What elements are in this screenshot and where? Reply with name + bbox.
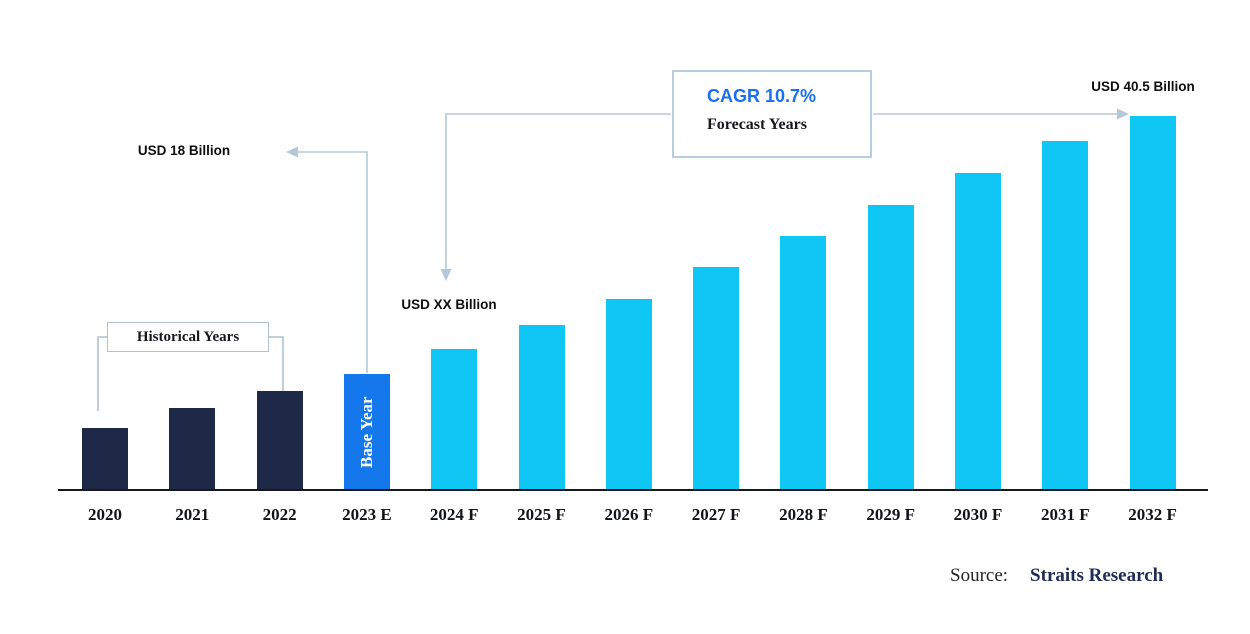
- source-line: Source: Straits Research: [950, 565, 1163, 587]
- cagr-callout-box: CAGR 10.7% Forecast Years: [672, 70, 872, 158]
- x-label-2021: 2021: [175, 505, 210, 524]
- bar-2024-f: [431, 349, 478, 490]
- x-label-2027-f: 2027 F: [691, 505, 741, 524]
- arrowhead-right-icon: [1117, 108, 1129, 120]
- x-label-2030-f: 2030 F: [953, 505, 1003, 524]
- bar-2020: [82, 428, 128, 490]
- bar-2027-f: [693, 267, 740, 490]
- bracket-historical-left: [97, 336, 107, 411]
- bar-2025-f: [518, 325, 565, 490]
- x-label-2025-f: 2025 F: [517, 505, 566, 524]
- x-label-2024-f: 2024 F: [429, 505, 479, 524]
- historical-years-box: Historical Years: [107, 322, 269, 352]
- usd-xx-billion-label: USD XX Billion: [401, 297, 497, 312]
- bracket-historical-right: [269, 336, 284, 397]
- bar-2021: [169, 408, 216, 490]
- bar-2031-f: [1042, 141, 1089, 490]
- arrowhead-down-icon: [440, 269, 452, 281]
- x-label-2020: 2020: [88, 505, 122, 524]
- x-label-2028-f: 2028 F: [779, 505, 828, 524]
- x-label-2026-f: 2026 F: [604, 505, 654, 524]
- x-label-2029-f: 2029 F: [866, 505, 916, 524]
- bar-2023-e: Base Year: [343, 374, 390, 490]
- usd-18-billion-label: USD 18 Billion: [137, 143, 231, 158]
- usd-40-5-billion-label: USD 40.5 Billion: [1091, 79, 1195, 94]
- x-axis-line: [58, 489, 1208, 491]
- bar-2026-f: [605, 299, 652, 490]
- source-label: Source:: [950, 565, 1009, 586]
- bar-2028-f: [780, 236, 827, 490]
- forecast-years-label: Forecast Years: [707, 116, 807, 133]
- connector-usd18-line: [298, 151, 368, 373]
- x-label-2031-f: 2031 F: [1040, 505, 1090, 524]
- bar-2022: [256, 391, 303, 490]
- historical-years-label: Historical Years: [136, 328, 240, 345]
- connector-usdxx-line: [445, 113, 671, 269]
- arrowhead-left-icon: [286, 146, 298, 158]
- cagr-value-label: CAGR 10.7%: [707, 86, 817, 106]
- bar-2030-f: [955, 173, 1001, 490]
- base-year-label: Base Year: [356, 396, 376, 468]
- bar-2029-f: [867, 205, 914, 490]
- bar-2032-f: [1129, 116, 1176, 490]
- x-label-2032-f: 2032 F: [1128, 505, 1177, 524]
- x-label-2023-e: 2023 E: [342, 505, 392, 524]
- x-label-2022: 2022: [262, 505, 297, 524]
- source-name: Straits Research: [1030, 565, 1164, 586]
